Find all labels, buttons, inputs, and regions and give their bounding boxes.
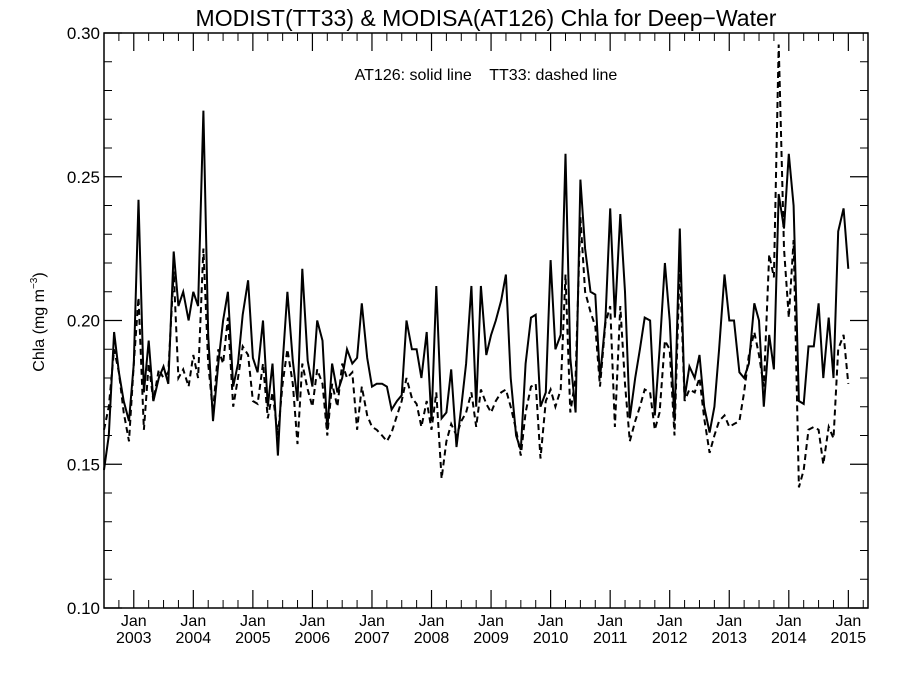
x-tick-label-month: Jan xyxy=(657,613,683,630)
y-tick-label: 0.30 xyxy=(67,24,100,43)
x-tick-label-month: Jan xyxy=(597,613,623,630)
x-tick-label-year: 2004 xyxy=(176,630,212,647)
y-axis-label-close: ) xyxy=(31,272,48,277)
x-tick-label-year: 2009 xyxy=(473,630,509,647)
y-axis-label-main: Chla (mg m xyxy=(31,289,48,372)
x-tick-label-month: Jan xyxy=(776,613,802,630)
y-tick-label: 0.10 xyxy=(67,599,100,618)
x-tick-label-year: 2006 xyxy=(295,630,331,647)
y-axis-label: Chla (mg m−3) xyxy=(29,272,48,371)
y-axis-label-superscript: −3 xyxy=(29,277,40,289)
x-tick-label-month: Jan xyxy=(716,613,742,630)
x-tick-label-year: 2007 xyxy=(354,630,390,647)
x-tick-label-year: 2008 xyxy=(414,630,450,647)
x-tick-label-year: 2010 xyxy=(533,630,569,647)
chart-title: MODIST(TT33) & MODISA(AT126) Chla for De… xyxy=(196,5,777,31)
x-tick-label-year: 2013 xyxy=(711,630,747,647)
x-tick-label-year: 2005 xyxy=(235,630,271,647)
x-tick-label-month: Jan xyxy=(478,613,504,630)
x-tick-label-year: 2012 xyxy=(652,630,688,647)
series-layer xyxy=(103,44,850,488)
x-tick-label-month: Jan xyxy=(359,613,385,630)
x-tick-label-year: 2011 xyxy=(593,630,628,647)
x-tick-label-month: Jan xyxy=(835,613,861,630)
x-tick-label-month: Jan xyxy=(419,613,445,630)
svg-text:Chla (mg m−3): Chla (mg m−3) xyxy=(29,272,48,371)
axis-ticks: 0.100.150.200.250.30Jan2003Jan2004Jan200… xyxy=(67,24,868,647)
x-tick-label-month: Jan xyxy=(240,613,266,630)
x-tick-label-month: Jan xyxy=(121,613,147,630)
series-annotation: AT126: solid line TT33: dashed line xyxy=(355,67,618,84)
x-tick-label-month: Jan xyxy=(300,613,326,630)
series-line-tt33 xyxy=(103,44,850,488)
x-tick-label-month: Jan xyxy=(538,613,564,630)
y-tick-label: 0.15 xyxy=(67,455,100,474)
x-tick-label-year: 2015 xyxy=(831,630,867,647)
x-tick-label-year: 2003 xyxy=(116,630,152,647)
x-tick-label-month: Jan xyxy=(180,613,206,630)
series-line-at126 xyxy=(103,110,850,471)
y-tick-label: 0.25 xyxy=(67,168,100,187)
y-tick-label: 0.20 xyxy=(67,312,100,331)
x-tick-label-year: 2014 xyxy=(771,630,807,647)
